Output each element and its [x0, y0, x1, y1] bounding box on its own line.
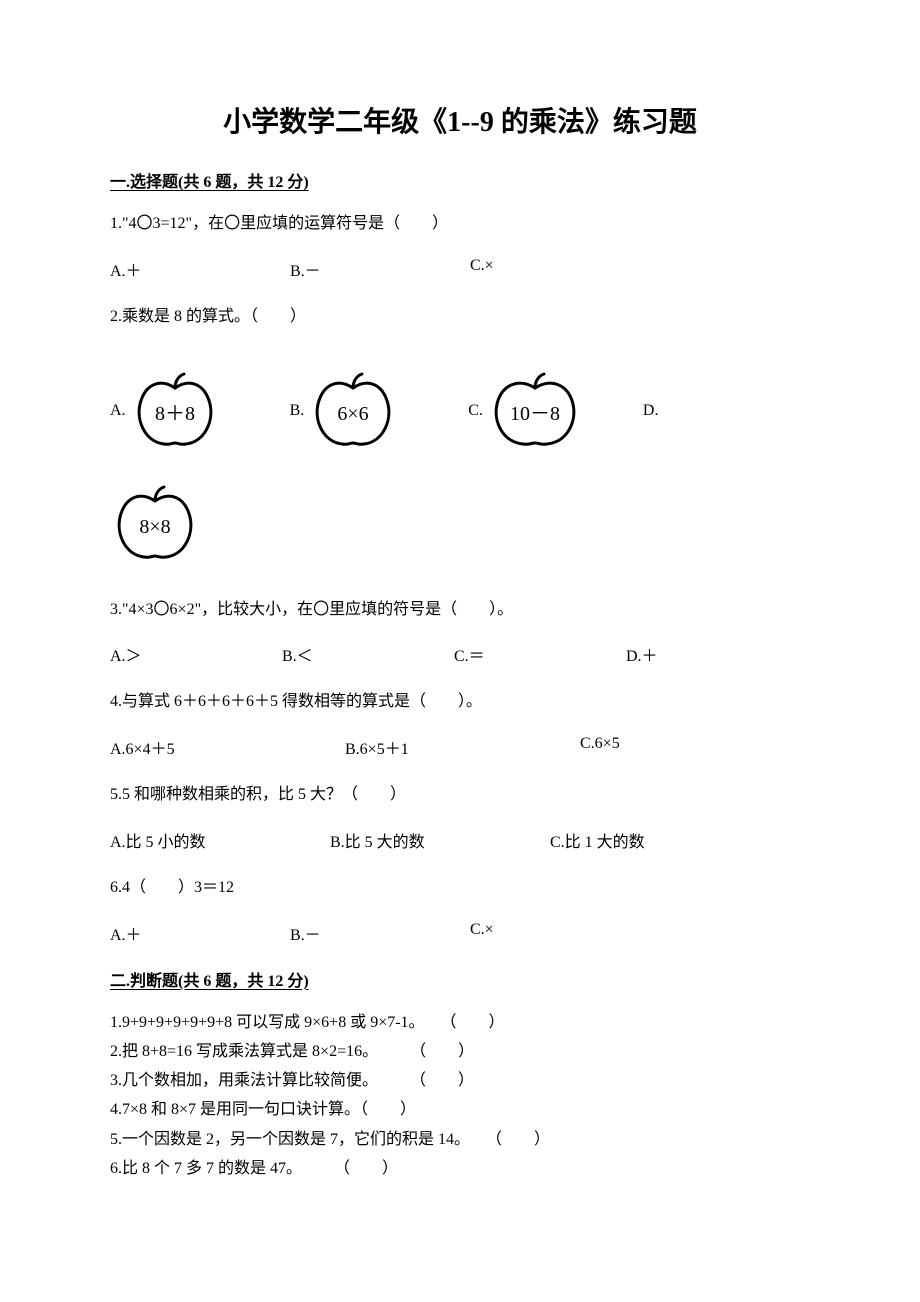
question-5-options: A.比 5 小的数 B.比 5 大的数 C.比 1 大的数 — [110, 828, 810, 852]
q6-option-a: A.＋ — [110, 921, 290, 945]
q6-option-b: B.－ — [290, 921, 470, 945]
apple-icon: 8×8 — [110, 483, 200, 566]
judge-item-2: 2.把 8+8=16 写成乘法算式是 8×2=16。 （ ） — [110, 1038, 810, 1065]
q2-option-b: B. 6×6 — [290, 370, 399, 453]
judge-item-6: 6.比 8 个 7 多 7 的数是 47。 （ ） — [110, 1155, 810, 1182]
question-6: 6.4（ ）3＝12 — [110, 874, 810, 903]
q3-option-d: D.＋ — [626, 642, 798, 666]
q1-option-c: C.× — [470, 257, 650, 281]
q4-option-b: B.6×5＋1 — [345, 735, 580, 759]
question-4-options: A.6×4＋5 B.6×5＋1 C.6×5 — [110, 735, 810, 759]
question-4: 4.与算式 6＋6＋6＋6＋5 得数相等的算式是（ ）。 — [110, 688, 810, 717]
q5-option-a: A.比 5 小的数 — [110, 828, 330, 852]
question-6-options: A.＋ B.－ C.× — [110, 921, 810, 945]
q2-option-a: A. 8＋8 — [110, 370, 220, 453]
apple-icon: 10－8 — [487, 370, 583, 453]
q5-option-b: B.比 5 大的数 — [330, 828, 550, 852]
svg-text:6×6: 6×6 — [338, 403, 369, 425]
section-2-header: 二.判断题(共 6 题，共 12 分) — [110, 967, 810, 991]
q2-label-a: A. — [110, 402, 126, 420]
q3-option-b: B.＜ — [282, 642, 454, 666]
question-5: 5.5 和哪种数相乘的积，比 5 大？（ ） — [110, 781, 810, 810]
svg-text:10－8: 10－8 — [510, 403, 560, 425]
worksheet-title: 小学数学二年级《1--9 的乘法》练习题 — [110, 100, 810, 140]
q2-label-d: D. — [643, 402, 659, 420]
question-3-options: A.＞ B.＜ C.＝ D.＋ — [110, 642, 810, 666]
question-2-options-row2: 8×8 — [110, 483, 810, 566]
q2-label-b: B. — [290, 402, 305, 420]
apple-icon: 8＋8 — [130, 370, 220, 453]
question-2-options-row1: A. 8＋8 B. 6×6 C. 10－8 — [110, 370, 810, 453]
q4-option-c: C.6×5 — [580, 735, 815, 759]
q5-option-c: C.比 1 大的数 — [550, 828, 770, 852]
q2-option-c: C. 10－8 — [468, 370, 583, 453]
question-1: 1."4〇3=12"，在〇里应填的运算符号是（ ） — [110, 210, 810, 239]
q3-option-a: A.＞ — [110, 642, 282, 666]
q4-option-a: A.6×4＋5 — [110, 735, 345, 759]
q6-option-c: C.× — [470, 921, 650, 945]
question-1-options: A.＋ B.－ C.× — [110, 257, 810, 281]
question-2: 2.乘数是 8 的算式。（ ） — [110, 303, 810, 332]
q3-option-c: C.＝ — [454, 642, 626, 666]
judge-item-4: 4.7×8 和 8×7 是用同一句口诀计算。（ ） — [110, 1096, 810, 1123]
judge-item-1: 1.9+9+9+9+9+9+8 可以写成 9×6+8 或 9×7-1。 （ ） — [110, 1009, 810, 1036]
q2-label-c: C. — [468, 402, 483, 420]
svg-text:8＋8: 8＋8 — [155, 403, 195, 425]
apple-icon: 6×6 — [308, 370, 398, 453]
judgment-list: 1.9+9+9+9+9+9+8 可以写成 9×6+8 或 9×7-1。 （ ） … — [110, 1009, 810, 1182]
judge-item-5: 5.一个因数是 2，另一个因数是 7，它们的积是 14。 （ ） — [110, 1126, 810, 1153]
q1-option-a: A.＋ — [110, 257, 290, 281]
svg-text:8×8: 8×8 — [139, 516, 170, 538]
q1-option-b: B.－ — [290, 257, 470, 281]
section-1-header: 一.选择题(共 6 题，共 12 分) — [110, 168, 810, 192]
judge-item-3: 3.几个数相加，用乘法计算比较简便。 （ ） — [110, 1067, 810, 1094]
q2-option-d: D. — [643, 402, 663, 420]
question-3: 3."4×3〇6×2"，比较大小，在〇里应填的符号是（ ）。 — [110, 596, 810, 625]
